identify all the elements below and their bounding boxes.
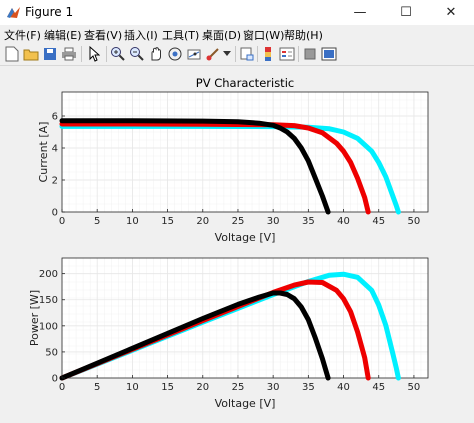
menu-file[interactable]: 文件(F): [4, 29, 41, 42]
x-tick-label: 10: [126, 216, 139, 227]
x-tick-label: 50: [408, 382, 421, 393]
minimize-button[interactable]: —: [353, 5, 367, 20]
link-icon[interactable]: [238, 45, 256, 63]
series-line-1[interactable]: [59, 121, 371, 215]
y-tick-label: 0: [52, 374, 58, 385]
figure-toolbar: [0, 43, 474, 66]
y-tick-label: 100: [39, 321, 58, 332]
zoom-in-icon[interactable]: [109, 45, 127, 63]
x-tick-label: 35: [302, 216, 315, 227]
rotate-icon[interactable]: [166, 45, 184, 63]
zoom-out-icon[interactable]: [128, 45, 146, 63]
y-tick-label: 50: [45, 347, 58, 358]
chart-title: PV Characteristic: [196, 76, 294, 90]
x-tick-label: 20: [196, 216, 209, 227]
menu-view[interactable]: 查看(V): [84, 29, 123, 42]
new-figure-icon[interactable]: [3, 45, 21, 63]
x-tick-label: 5: [94, 382, 100, 393]
maximize-button[interactable]: ☐: [400, 5, 412, 20]
axes-power[interactable]: 0 5 10 15 20 25 30 35 40 45 50 0 50 100 150 200 Voltage…: [28, 257, 429, 410]
menu-window[interactable]: 窗口(W): [243, 29, 285, 42]
x-tick-label: 40: [337, 216, 350, 227]
x-tick-label: 30: [267, 382, 280, 393]
y-tick-label: 6: [52, 112, 58, 123]
hide-plot-tools-icon[interactable]: [301, 45, 319, 63]
menu-tools[interactable]: 工具(T): [162, 29, 200, 42]
y-axis-label-bottom: Power [W]: [28, 290, 41, 346]
x-tick-label: 45: [372, 382, 385, 393]
y-tick-label: 0: [52, 208, 58, 219]
series-line-2[interactable]: [59, 290, 331, 381]
x-tick-label: 20: [196, 382, 209, 393]
axes-current[interactable]: 0 5 10 15 20 25 30 35 40 45 50 0 2 4 6 PV Characterist…: [37, 76, 429, 244]
y-tick-label: 150: [39, 295, 58, 306]
colorbar-icon[interactable]: [259, 45, 277, 63]
series-line-2[interactable]: [59, 118, 331, 215]
menu-bar: 文件(F) 编辑(E) 查看(V) 插入(I) 工具(T) 桌面(D) 窗口(W…: [0, 25, 474, 43]
menu-edit[interactable]: 编辑(E): [44, 29, 82, 42]
x-tick-label: 15: [161, 216, 174, 227]
x-axis-label-top: Voltage [V]: [215, 231, 276, 244]
pointer-icon[interactable]: [85, 45, 103, 63]
window-titlebar: Figure 1 — ☐ ✕: [0, 0, 474, 26]
x-tick-label: 0: [59, 382, 65, 393]
x-tick-label: 35: [302, 382, 315, 393]
x-tick-label: 15: [161, 382, 174, 393]
matlab-figure-icon: [6, 5, 21, 20]
x-tick-label: 10: [126, 382, 139, 393]
print-icon[interactable]: [60, 45, 78, 63]
x-tick-label: 30: [267, 216, 280, 227]
brush-icon[interactable]: [204, 45, 222, 63]
save-icon[interactable]: [41, 45, 59, 63]
y-tick-label: 2: [52, 176, 58, 187]
x-tick-label: 40: [337, 382, 350, 393]
pan-icon[interactable]: [147, 45, 165, 63]
x-tick-label: 45: [372, 216, 385, 227]
brush-dropdown-icon[interactable]: [222, 45, 232, 63]
legend-icon[interactable]: [278, 45, 296, 63]
close-button[interactable]: ✕: [445, 5, 457, 20]
menu-desktop[interactable]: 桌面(D): [202, 29, 242, 42]
data-cursor-icon[interactable]: [185, 45, 203, 63]
menu-insert[interactable]: 插入(I): [124, 29, 158, 42]
window-title: Figure 1: [25, 5, 74, 19]
x-tick-label: 25: [232, 382, 245, 393]
show-plot-tools-icon[interactable]: [320, 45, 338, 63]
x-tick-label: 50: [408, 216, 421, 227]
x-tick-label: 0: [59, 216, 65, 227]
open-file-icon[interactable]: [22, 45, 40, 63]
menu-help[interactable]: 帮助(H): [284, 29, 323, 42]
y-tick-label: 200: [39, 269, 58, 280]
figure-canvas: 0 5 10 15 20 25 30 35 40 45 50 0 2 4 6 PV Characterist…: [0, 66, 474, 419]
x-tick-label: 25: [232, 216, 245, 227]
y-axis-label-top: Current [A]: [37, 122, 50, 183]
y-tick-label: 4: [52, 144, 58, 155]
x-axis-label-bottom: Voltage [V]: [215, 397, 276, 410]
x-tick-label: 5: [94, 216, 100, 227]
